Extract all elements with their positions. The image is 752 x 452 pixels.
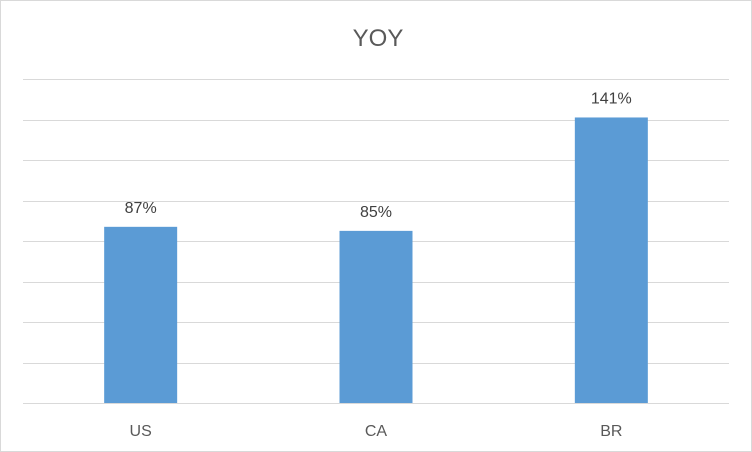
bar-us [104,226,178,403]
chart-title: YOY [353,25,404,52]
x-tick-label-us: US [130,423,152,440]
data-label-us: 87% [125,200,157,217]
x-axis-tick-labels: US CA BR [130,423,623,440]
x-tick-label-ca: CA [365,423,388,440]
bar-ca [339,230,413,403]
data-label-ca: 85% [360,204,392,221]
bars [104,117,648,403]
data-label-br: 141% [591,90,632,107]
bar-br [574,117,648,403]
x-tick-label-br: BR [600,423,622,440]
value-labels: 87% 85% 141% [125,90,632,220]
